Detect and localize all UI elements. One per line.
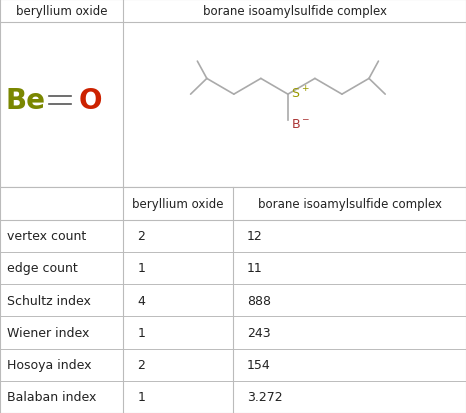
Bar: [0, 0, 466, 188]
Bar: [0, 188, 466, 413]
Text: 4: 4: [137, 294, 145, 307]
Text: borane isoamylsulfide complex: borane isoamylsulfide complex: [258, 197, 441, 211]
Text: 154: 154: [247, 358, 271, 371]
Text: 243: 243: [247, 326, 271, 339]
Text: +: +: [301, 84, 308, 93]
Text: vertex count: vertex count: [7, 230, 86, 242]
Text: S: S: [292, 87, 300, 100]
Text: 1: 1: [137, 390, 145, 404]
Text: 1: 1: [137, 262, 145, 275]
Text: B: B: [292, 117, 300, 131]
Text: 3.272: 3.272: [247, 390, 282, 404]
Text: 2: 2: [137, 230, 145, 242]
Text: 11: 11: [247, 262, 263, 275]
Text: edge count: edge count: [7, 262, 78, 275]
Text: Be: Be: [6, 87, 46, 115]
Text: −: −: [301, 114, 308, 123]
Text: borane isoamylsulfide complex: borane isoamylsulfide complex: [203, 5, 387, 18]
Text: 888: 888: [247, 294, 271, 307]
Text: Hosoya index: Hosoya index: [7, 358, 91, 371]
Text: Wiener index: Wiener index: [7, 326, 89, 339]
Text: Balaban index: Balaban index: [7, 390, 96, 404]
Text: 1: 1: [137, 326, 145, 339]
Text: Schultz index: Schultz index: [7, 294, 91, 307]
Text: beryllium oxide: beryllium oxide: [132, 197, 224, 211]
Text: O: O: [79, 87, 103, 115]
Text: 12: 12: [247, 230, 263, 242]
Text: 2: 2: [137, 358, 145, 371]
Text: beryllium oxide: beryllium oxide: [16, 5, 108, 18]
